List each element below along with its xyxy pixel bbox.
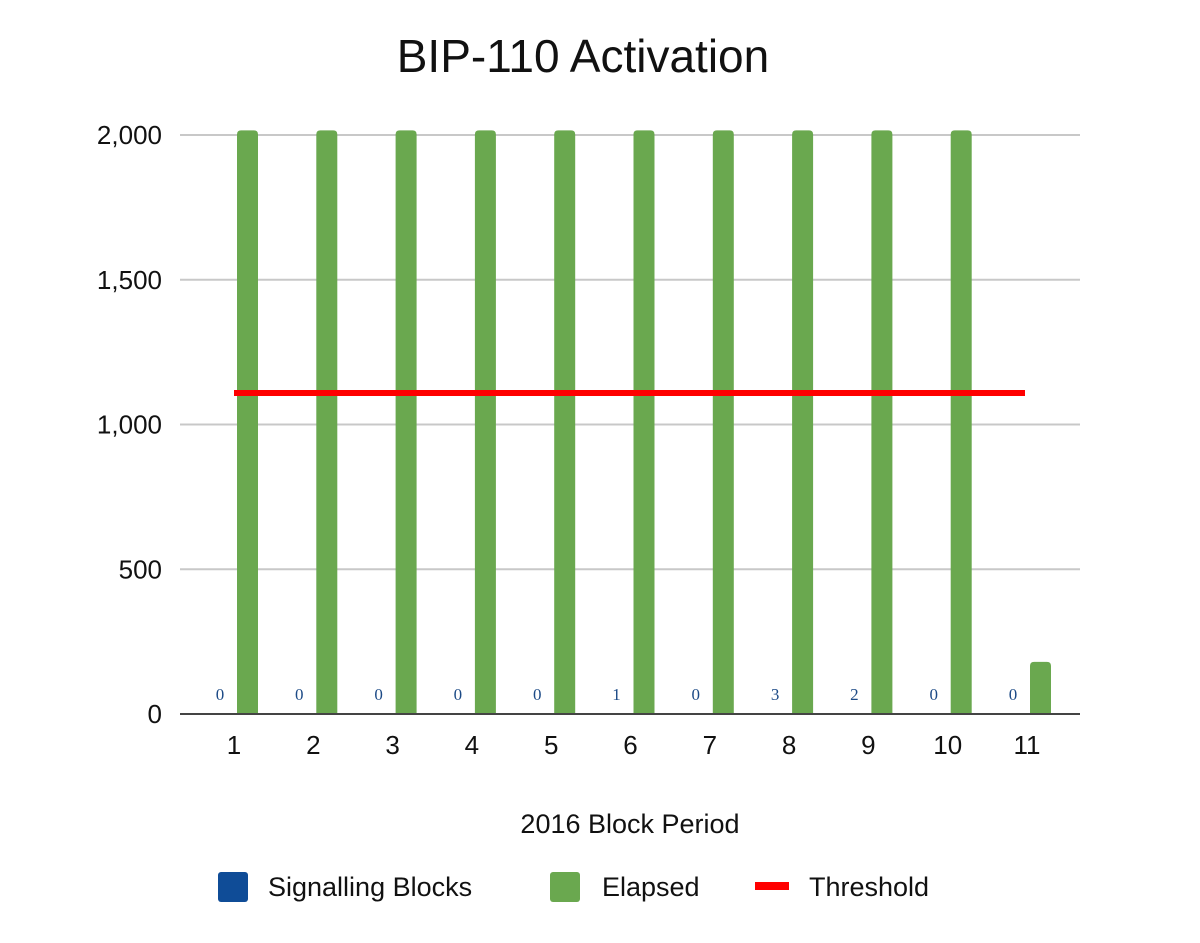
x-axis-tick-labels: 1 2 3 4 5 6 7 8 9 10 11 (227, 730, 1041, 760)
x-tick-label: 11 (1014, 730, 1041, 760)
y-tick-label: 2,000 (97, 120, 162, 150)
data-label-signalling-blocks: 1 (612, 685, 621, 704)
bar-elapsed (950, 130, 972, 715)
bar-elapsed (474, 130, 496, 715)
data-label-signalling-blocks: 0 (533, 685, 542, 704)
x-tick-label: 5 (544, 730, 558, 760)
bar-elapsed (871, 130, 893, 715)
y-tick-label: 1,000 (97, 410, 162, 440)
data-label-signalling-blocks: 0 (216, 685, 225, 704)
legend-label-threshold: Threshold (809, 872, 929, 902)
x-tick-label: 3 (385, 730, 399, 760)
data-label-signalling-blocks: 2 (850, 685, 859, 704)
legend-label-elapsed: Elapsed (602, 872, 700, 902)
data-label-signalling-blocks: 0 (295, 685, 304, 704)
bars (237, 130, 1051, 715)
x-axis-label: 2016 Block Period (520, 809, 739, 839)
x-tick-label: 4 (465, 730, 479, 760)
x-tick-label: 7 (703, 730, 717, 760)
bar-elapsed (792, 130, 814, 715)
gridlines (180, 134, 1080, 571)
y-tick-label: 1,500 (97, 265, 162, 295)
legend-label-signalling-blocks: Signalling Blocks (268, 872, 472, 902)
data-labels: 0 0 0 0 0 1 0 3 2 0 0 (216, 685, 1018, 704)
bar-elapsed (316, 130, 338, 715)
data-label-signalling-blocks: 3 (771, 685, 780, 704)
y-tick-label: 0 (148, 699, 162, 729)
x-tick-label: 6 (623, 730, 637, 760)
x-tick-label: 10 (933, 730, 962, 760)
data-label-signalling-blocks: 0 (374, 685, 383, 704)
bar-elapsed (237, 130, 258, 715)
x-tick-label: 9 (861, 730, 875, 760)
bar-elapsed (633, 130, 655, 715)
y-axis-tick-labels: 0 500 1,000 1,500 2,000 (97, 120, 162, 729)
y-tick-label: 500 (119, 554, 162, 584)
data-label-signalling-blocks: 0 (454, 685, 463, 704)
x-tick-label: 2 (306, 730, 320, 760)
chart-title: BIP-110 Activation (397, 30, 769, 82)
data-label-signalling-blocks: 0 (929, 685, 938, 704)
bar-elapsed (712, 130, 734, 715)
data-label-signalling-blocks: 0 (1009, 685, 1018, 704)
bar-elapsed (1030, 661, 1051, 714)
legend-swatch-threshold (755, 882, 789, 890)
legend-swatch-signalling-blocks (218, 872, 248, 902)
x-tick-label: 1 (227, 730, 241, 760)
data-label-signalling-blocks: 0 (692, 685, 701, 704)
x-tick-label: 8 (782, 730, 796, 760)
bar-elapsed (554, 130, 576, 715)
bar-elapsed (395, 130, 417, 715)
legend: Signalling Blocks Elapsed Threshold (218, 872, 929, 902)
legend-swatch-elapsed (550, 872, 580, 902)
